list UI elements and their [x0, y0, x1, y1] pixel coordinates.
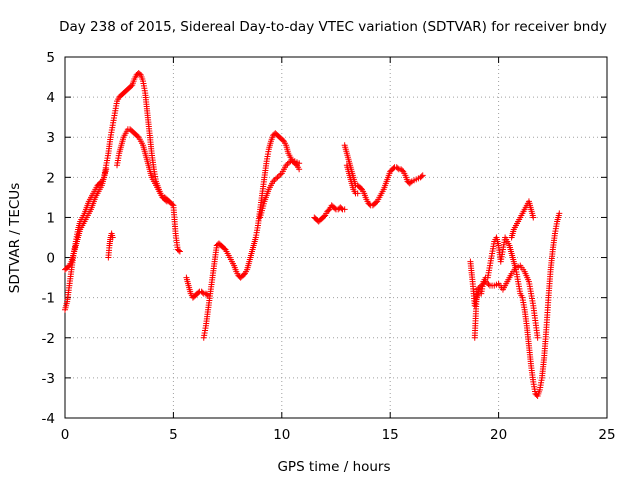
data-point-marker [321, 213, 328, 220]
data-point-marker [176, 248, 183, 255]
y-tick-label: 3 [46, 130, 55, 146]
data-point-marker [286, 159, 293, 166]
data-point-marker [325, 207, 332, 214]
x-tick-label: 20 [490, 427, 507, 443]
data-point-marker [473, 286, 480, 293]
data-point-marker [534, 334, 541, 341]
data-point-marker [273, 175, 280, 182]
data-point-marker [482, 278, 489, 285]
track-8 [311, 202, 348, 225]
data-point-marker [169, 201, 176, 208]
data-point-marker [164, 197, 171, 204]
track-6 [200, 130, 303, 341]
data-point-marker [284, 160, 291, 167]
data-point-marker [373, 199, 380, 206]
data-point-marker [399, 167, 406, 174]
y-tick-label: -2 [42, 331, 55, 347]
x-tick-label: 25 [598, 427, 615, 443]
data-point-marker [479, 281, 486, 288]
data-point-marker [341, 206, 348, 213]
data-point-marker [136, 71, 143, 78]
data-point-marker [271, 177, 278, 184]
track-2 [114, 126, 173, 205]
track-1 [62, 70, 183, 313]
x-tick-label: 15 [382, 427, 399, 443]
track-12 [471, 262, 541, 341]
track-4 [105, 230, 116, 261]
track-7 [257, 158, 303, 221]
data-point-marker [65, 263, 72, 270]
data-point-marker [476, 283, 483, 290]
data-point-marker [338, 205, 345, 212]
data-point-marker [166, 198, 173, 205]
data-point-marker [277, 171, 284, 178]
y-tick-label: -4 [42, 411, 55, 427]
data-point-marker [175, 247, 182, 254]
data-points [62, 70, 563, 399]
data-point-marker [357, 185, 364, 192]
data-point-marker [418, 173, 425, 180]
x-tick-label: 10 [273, 427, 290, 443]
data-point-marker [530, 214, 537, 221]
tick-labels: 0 5 10 15 20 25 -4 -3 -2 -1 0 1 2 3 4 5 [42, 50, 616, 443]
data-point-marker [394, 165, 401, 172]
data-point-marker [109, 234, 116, 241]
data-point-marker [128, 83, 135, 90]
chart-title: Day 238 of 2015, Sidereal Day-to-day VTE… [59, 19, 607, 35]
data-point-marker [296, 166, 303, 173]
data-point-marker [221, 245, 228, 252]
plot-frame [64, 56, 608, 419]
y-tick-label: 1 [46, 210, 55, 226]
data-point-marker [204, 291, 211, 298]
data-point-marker [240, 271, 247, 278]
y-tick-label: 0 [46, 251, 55, 267]
x-tick-label: 5 [169, 427, 178, 443]
data-point-marker [296, 160, 303, 167]
track-11 [467, 210, 563, 399]
y-tick-label: -1 [42, 291, 55, 307]
data-point-marker [484, 279, 491, 286]
track-3 [62, 166, 110, 273]
track-13 [508, 198, 537, 241]
y-tick-label: 2 [46, 170, 55, 186]
data-point-marker [419, 172, 426, 179]
data-point-marker [199, 289, 206, 296]
x-tick-label: 0 [61, 427, 70, 443]
data-point-marker [270, 178, 277, 185]
y-tick-label: 4 [46, 90, 55, 106]
data-point-marker [279, 137, 286, 144]
data-point-marker [556, 210, 563, 217]
data-point-marker [103, 166, 110, 173]
data-point-marker [478, 282, 485, 289]
track-10 [343, 162, 361, 197]
data-point-marker [475, 285, 482, 292]
data-point-marker [407, 179, 414, 186]
x-axis-label: GPS time / hours [277, 459, 390, 475]
data-point-marker [354, 190, 361, 197]
track-9 [341, 142, 426, 209]
data-point-marker [274, 174, 281, 181]
data-point-marker [283, 162, 290, 169]
y-tick-label: -3 [42, 371, 55, 387]
data-point-marker [134, 133, 141, 140]
data-point-marker [275, 172, 282, 179]
y-axis-label: SDTVAR / TECUs [7, 183, 23, 293]
y-tick-label: 5 [46, 50, 55, 66]
data-point-marker [485, 281, 492, 288]
